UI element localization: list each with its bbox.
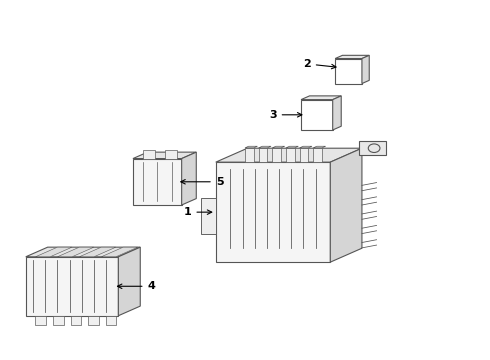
Polygon shape bbox=[245, 146, 257, 148]
Polygon shape bbox=[133, 158, 182, 205]
Polygon shape bbox=[57, 247, 94, 257]
Polygon shape bbox=[299, 148, 308, 162]
Polygon shape bbox=[259, 146, 271, 148]
Polygon shape bbox=[245, 148, 254, 162]
Polygon shape bbox=[272, 148, 281, 162]
Polygon shape bbox=[333, 96, 341, 130]
Polygon shape bbox=[71, 316, 81, 325]
Polygon shape bbox=[165, 150, 177, 158]
Text: 2: 2 bbox=[303, 59, 336, 69]
Polygon shape bbox=[216, 162, 330, 262]
Polygon shape bbox=[360, 141, 386, 156]
Polygon shape bbox=[216, 148, 362, 162]
Polygon shape bbox=[313, 148, 322, 162]
Polygon shape bbox=[35, 247, 72, 257]
Polygon shape bbox=[259, 148, 268, 162]
Polygon shape bbox=[335, 55, 369, 59]
Polygon shape bbox=[79, 247, 116, 257]
Polygon shape bbox=[35, 316, 46, 325]
Polygon shape bbox=[201, 198, 216, 234]
Text: 1: 1 bbox=[184, 207, 212, 217]
Polygon shape bbox=[330, 148, 362, 262]
Polygon shape bbox=[143, 150, 155, 158]
Polygon shape bbox=[53, 316, 64, 325]
Polygon shape bbox=[182, 152, 196, 205]
Polygon shape bbox=[362, 55, 369, 84]
Polygon shape bbox=[133, 152, 196, 158]
Polygon shape bbox=[26, 247, 140, 257]
Polygon shape bbox=[301, 96, 341, 100]
Polygon shape bbox=[286, 146, 298, 148]
Text: 5: 5 bbox=[181, 177, 223, 187]
Polygon shape bbox=[101, 247, 138, 257]
Polygon shape bbox=[106, 316, 116, 325]
Text: 3: 3 bbox=[269, 110, 302, 120]
Polygon shape bbox=[26, 257, 118, 316]
Polygon shape bbox=[118, 247, 140, 316]
Text: 4: 4 bbox=[118, 281, 155, 291]
Polygon shape bbox=[272, 146, 285, 148]
Polygon shape bbox=[286, 148, 294, 162]
Polygon shape bbox=[313, 146, 326, 148]
Polygon shape bbox=[88, 316, 99, 325]
Polygon shape bbox=[299, 146, 312, 148]
